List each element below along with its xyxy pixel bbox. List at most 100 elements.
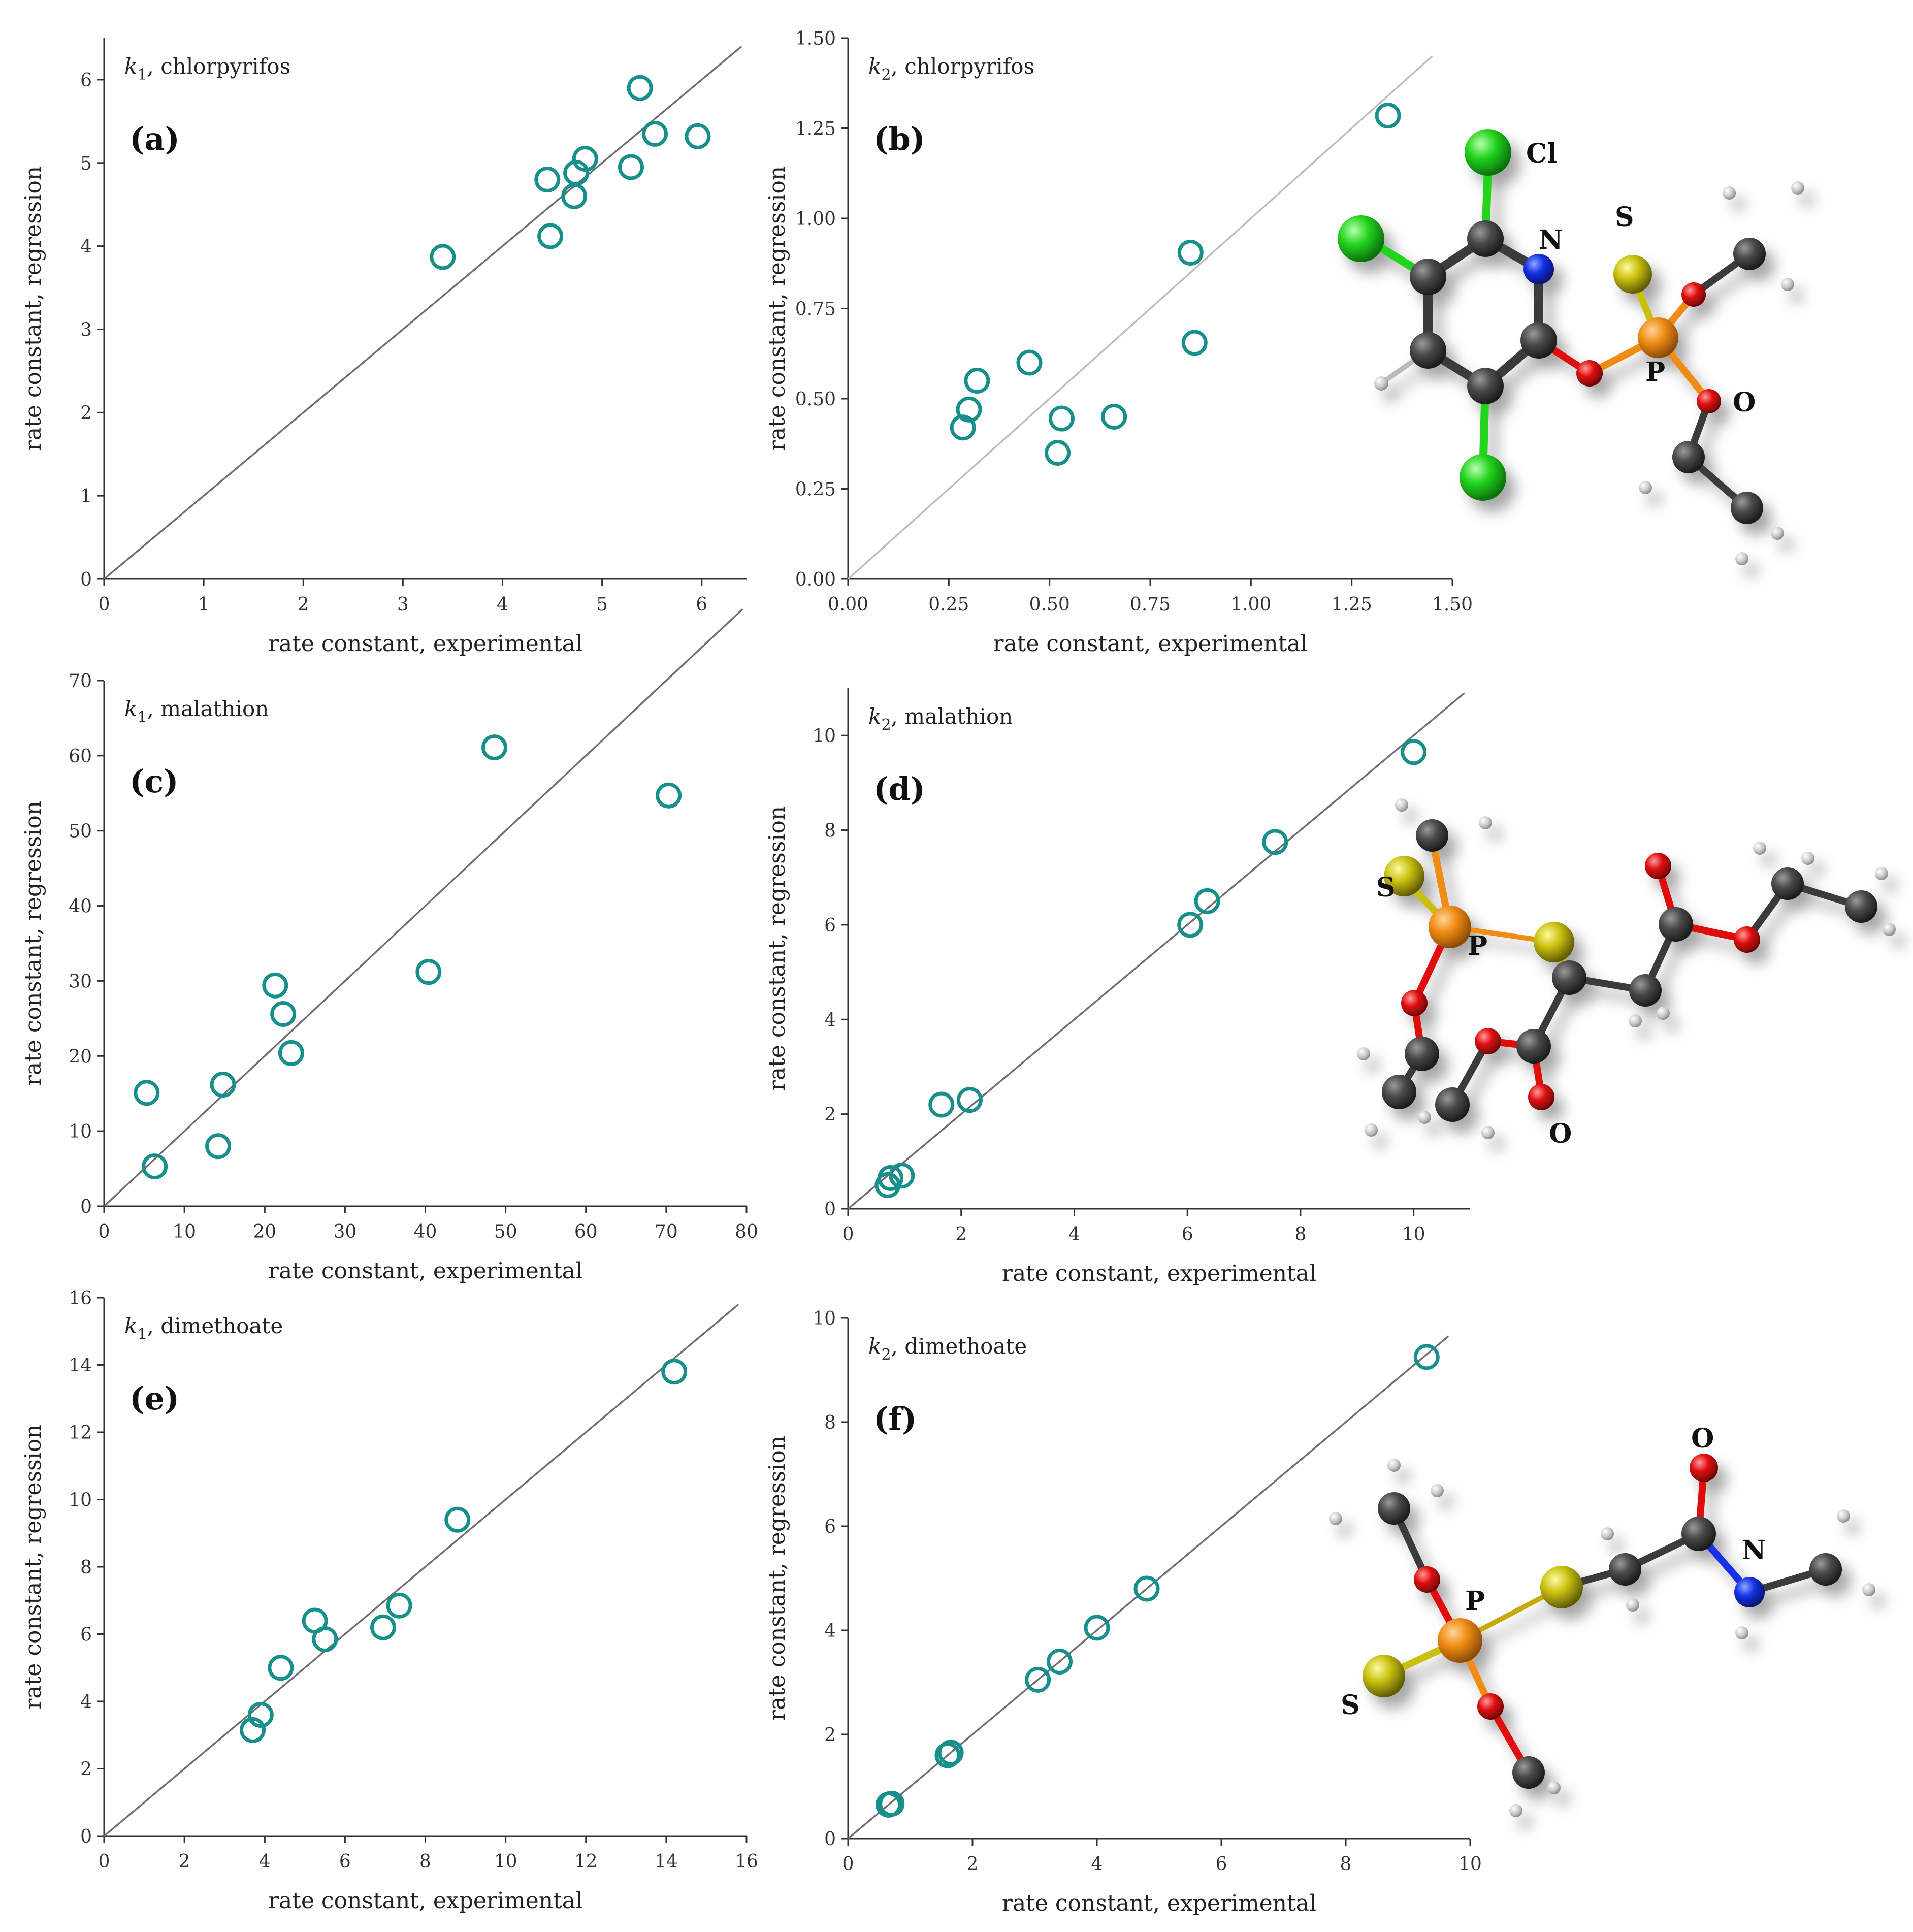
x-tick-label: 0 (842, 1224, 854, 1245)
x-tick-label: 2 (179, 1851, 190, 1872)
y-tick-label: 10 (69, 1490, 92, 1511)
atom-o-icon (1475, 1028, 1501, 1054)
y-tick-label: 6 (80, 1625, 92, 1646)
data-point (642, 120, 668, 147)
y-tick-label: 0 (80, 569, 92, 590)
data-point (268, 1655, 294, 1681)
y-axis-title: rate constant, regression (20, 801, 46, 1086)
atom-h-icon (1629, 1014, 1642, 1027)
atom-o-icon (1576, 360, 1603, 387)
atom-h-icon (1601, 1527, 1614, 1540)
x-tick-label: 8 (419, 1851, 431, 1872)
x-axis-title: rate constant, experimental (993, 631, 1307, 657)
parity-line (103, 1303, 739, 1837)
atom-c-icon (1681, 1517, 1716, 1551)
atom-c-icon (1467, 368, 1504, 404)
atom-o-icon (1697, 389, 1721, 413)
chart-panel-d: 0 2 4 6 8 10 0 2 4 6 8 10 rate constant, experimenta… (764, 688, 1470, 1286)
atom-s-icon (1534, 922, 1574, 962)
x-tick-label: 2 (298, 594, 309, 615)
mol1-label-n: N (1539, 224, 1563, 255)
atom-cl-icon (1465, 129, 1511, 176)
data-point (572, 146, 598, 172)
parity-line (847, 55, 1433, 580)
y-tick-label: 0.25 (795, 479, 836, 500)
data-point (370, 1614, 396, 1640)
y-axis-title: rate constant, regression (20, 166, 46, 451)
atom-h-icon (1418, 1111, 1431, 1124)
y-tick-label: 0.50 (795, 389, 836, 410)
atom-p-icon (1429, 906, 1471, 948)
x-tick-label: 6 (1182, 1224, 1193, 1245)
data-point (1047, 1649, 1073, 1675)
y-axis-title: rate constant, regression (20, 1424, 46, 1709)
mol2-label-p: P (1468, 930, 1487, 961)
x-tick-label: 70 (655, 1221, 678, 1242)
x-tick-label: 8 (1294, 1224, 1306, 1245)
y-tick-label: 0.75 (795, 299, 836, 320)
data-point (1194, 888, 1220, 914)
data-point (956, 1087, 983, 1113)
mol1-label-cl: Cl (1526, 138, 1557, 169)
data-point (1262, 829, 1288, 855)
x-tick-label: 0.00 (828, 594, 868, 615)
atom-h-icon (1431, 1484, 1444, 1497)
atom-c-icon (1416, 819, 1448, 852)
atom-h-icon (1509, 1804, 1522, 1817)
data-point (262, 972, 288, 999)
x-axis-title: rate constant, experimental (268, 631, 582, 657)
x-tick-label: 4 (1068, 1224, 1080, 1245)
y-tick-label: 8 (80, 1557, 92, 1578)
data-point (247, 1702, 274, 1728)
y-tick-label: 0 (824, 1199, 836, 1220)
data-point (618, 154, 644, 180)
data-point (627, 75, 653, 101)
atom-h-icon (1883, 923, 1896, 936)
x-tick-label: 1.50 (1432, 594, 1473, 615)
chart-title: k2, malathion (868, 704, 1013, 734)
atom-h-icon (1735, 1626, 1748, 1639)
x-tick-label: 12 (574, 1851, 598, 1872)
y-tick-label: 4 (80, 237, 92, 257)
x-axis-title: rate constant, experimental (1002, 1261, 1316, 1286)
mol3-label-s: S (1341, 1690, 1360, 1721)
atom-h-icon (1723, 186, 1736, 200)
x-tick-label: 1.25 (1332, 594, 1372, 615)
x-tick-label: 40 (414, 1221, 437, 1242)
x-tick-label: 1.00 (1230, 594, 1271, 615)
atom-h-icon (1781, 278, 1794, 291)
chart-title: k1, chlorpyrifos (124, 54, 290, 84)
data-point (386, 1592, 412, 1619)
data-point (1181, 330, 1208, 356)
mol2-label-s: S (1376, 872, 1396, 903)
x-tick-label: 80 (735, 1221, 758, 1242)
atom-h-icon (1801, 852, 1814, 865)
y-tick-label: 10 (69, 1121, 92, 1142)
chart-title: k2, chlorpyrifos (868, 54, 1034, 84)
atom-o-icon (1645, 853, 1671, 879)
y-tick-label: 0 (80, 1197, 92, 1217)
x-tick-label: 6 (696, 594, 707, 615)
panel-label: (c) (129, 763, 178, 800)
atom-c-icon (1378, 1492, 1410, 1525)
data-point (415, 959, 442, 985)
atom-c-icon (1516, 1029, 1551, 1064)
atom-c-icon (1382, 1075, 1416, 1109)
atom-cl-icon (1338, 215, 1384, 262)
data-point (270, 1001, 297, 1027)
data-point (937, 1740, 964, 1766)
data-point (142, 1153, 168, 1180)
mol3-label-p: P (1465, 1586, 1485, 1617)
x-tick-label: 14 (655, 1851, 678, 1872)
atom-o-icon (1414, 1566, 1440, 1593)
y-tick-label: 2 (824, 1725, 836, 1746)
chart-panel-a: 0 1 2 3 4 5 6 0 1 2 3 4 5 6 rate constant, experimenta… (20, 38, 747, 657)
x-tick-label: 0 (99, 1851, 110, 1872)
panel-label: (b) (873, 120, 925, 157)
atom-c-icon (1467, 220, 1504, 257)
molecule-chlorpyrifos (1338, 129, 1804, 565)
data-point (1084, 1615, 1110, 1641)
panel-label: (d) (873, 770, 925, 808)
x-tick-label: 2 (955, 1224, 967, 1245)
